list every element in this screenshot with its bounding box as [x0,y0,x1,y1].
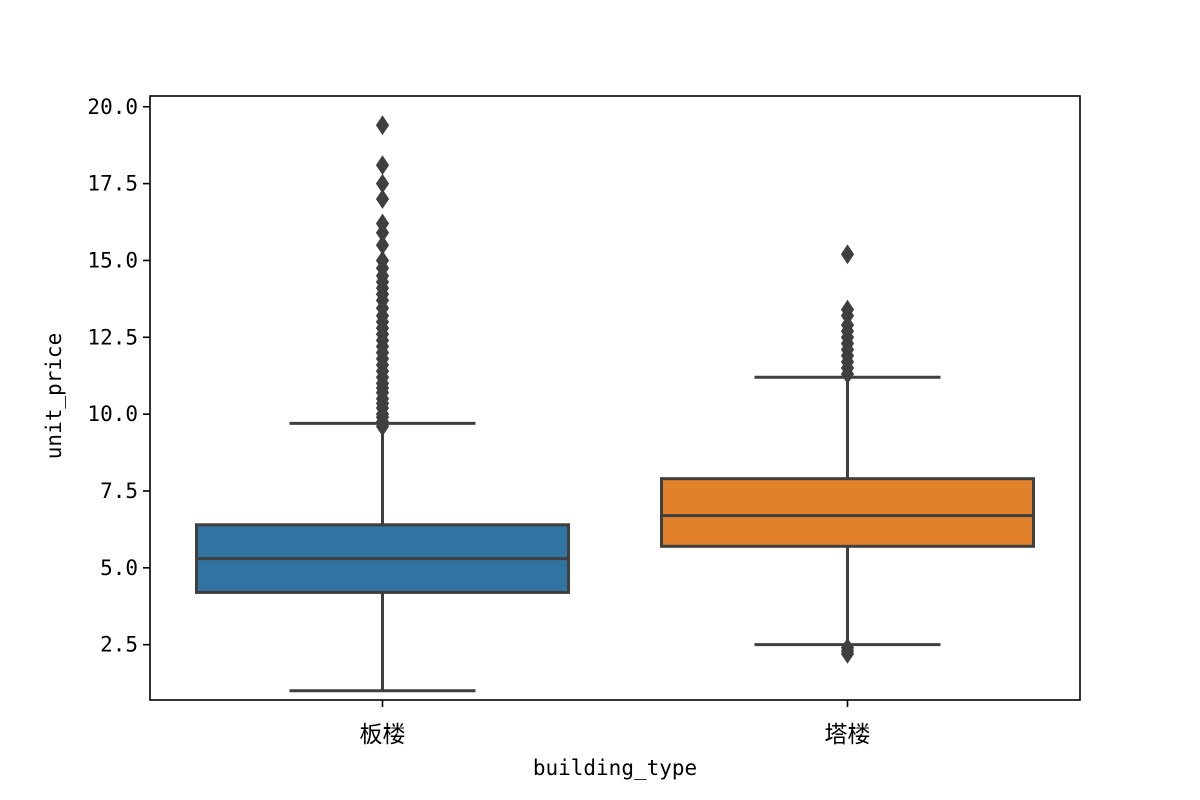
y-axis-label: unit_price [42,333,66,459]
outlier-point [840,637,855,658]
y-tick-label: 7.5 [100,479,138,503]
y-tick-label: 2.5 [100,633,138,657]
outlier-point [375,250,390,271]
x-tick-label: 板楼 [360,722,406,748]
x-tick-label: 塔楼 [825,722,871,748]
plot-frame [149,95,1081,701]
box-group-1 [660,244,1035,664]
outlier-point [375,155,390,176]
outlier-point [375,213,390,234]
y-tick-label: 5.0 [100,556,138,580]
outlier-point [375,189,390,209]
y-tick-label: 12.5 [87,325,138,349]
outlier-point [375,173,390,194]
x-axis-label: building_type [533,756,697,780]
y-tick-label: 15.0 [87,248,138,272]
outlier-point [840,244,855,265]
outlier-point [375,115,390,136]
outlier-point [840,299,855,320]
outlier-point [375,235,390,255]
y-tick-label: 10.0 [87,402,138,426]
y-tick-label: 17.5 [87,172,138,196]
box-iqr [660,477,1035,548]
box-group-0 [195,115,570,693]
y-tick-label: 20.0 [87,95,138,119]
